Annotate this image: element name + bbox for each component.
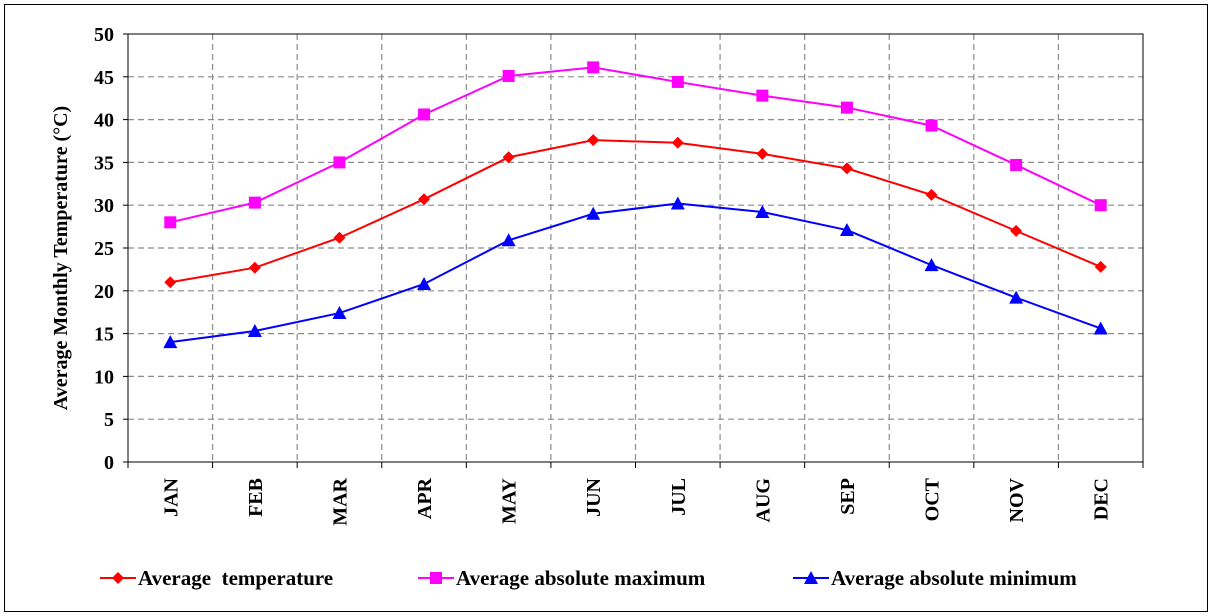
data-point	[248, 261, 261, 274]
legend: Average temperature Average absolute maxi…	[100, 566, 1077, 590]
data-point	[502, 69, 515, 82]
data-point	[164, 216, 177, 229]
legend-label: Average absolute maximum	[456, 566, 706, 590]
data-point	[501, 233, 516, 247]
data-point	[839, 223, 854, 237]
series-line	[170, 139, 1102, 284]
data-point	[248, 196, 261, 209]
x-tick-label: NOV	[1006, 477, 1028, 522]
legend-marker	[804, 571, 818, 584]
data-point	[925, 119, 938, 132]
data-point	[671, 75, 684, 88]
y-tick-label: 25	[94, 238, 114, 260]
data-point	[1010, 158, 1023, 171]
series-group	[163, 61, 1108, 349]
data-point	[840, 162, 853, 175]
data-point	[755, 205, 770, 219]
data-point	[925, 188, 938, 201]
x-tick-label: JAN	[160, 477, 182, 516]
series-square	[164, 61, 1107, 229]
legend-item: Average absolute minimum	[793, 566, 1077, 590]
data-point	[247, 324, 262, 338]
data-point	[756, 147, 769, 160]
legend-marker	[112, 572, 124, 584]
data-point	[587, 134, 600, 147]
x-tick-label: AUG	[752, 478, 774, 523]
y-tick-label: 35	[94, 152, 114, 174]
data-point	[417, 276, 432, 290]
series-triangle	[163, 196, 1108, 349]
x-tick-label: SEP	[837, 478, 859, 515]
data-point	[670, 196, 685, 210]
data-point	[586, 206, 601, 220]
x-tick-label: JUN	[583, 477, 605, 516]
y-tick-label: 50	[94, 24, 114, 46]
data-point	[333, 156, 346, 169]
legend-label: Average temperature	[138, 566, 333, 590]
x-tick-label: FEB	[245, 478, 267, 517]
y-axis-ticks: 0 5 10 15 20 25 30 35 40 45 50	[94, 24, 128, 474]
legend-item: Average temperature	[100, 566, 333, 590]
data-point	[840, 101, 853, 114]
legend-marker	[430, 572, 442, 584]
legend-item: Average absolute maximum	[418, 566, 706, 590]
data-point	[1010, 224, 1023, 237]
y-tick-label: 20	[94, 281, 114, 303]
legend-label: Average absolute minimum	[831, 566, 1077, 590]
grid-lines	[128, 34, 1143, 462]
data-point	[756, 89, 769, 102]
x-tick-label: MAR	[329, 477, 351, 525]
data-point	[1009, 290, 1024, 304]
x-tick-label: APR	[414, 477, 436, 519]
data-point	[163, 335, 178, 349]
y-tick-label: 5	[104, 409, 114, 431]
x-tick-label: JUL	[668, 478, 690, 516]
x-tick-label: OCT	[922, 477, 944, 521]
y-tick-label: 40	[94, 110, 114, 132]
chart-frame	[4, 4, 1208, 612]
data-point	[671, 136, 684, 149]
y-axis-title: Average Monthly Temperature (°C)	[50, 106, 72, 410]
data-point	[924, 258, 939, 272]
series-line	[170, 202, 1102, 344]
series-line	[170, 66, 1102, 224]
data-point	[1093, 321, 1108, 335]
data-point	[502, 151, 515, 164]
x-tick-label: MAY	[499, 477, 521, 523]
y-tick-label: 0	[104, 452, 114, 474]
data-point	[164, 276, 177, 289]
data-point	[587, 61, 600, 74]
x-axis-ticks: JAN FEB MAR APR MAY JUN JUL AUG SEP OCT NOV DEC	[127, 462, 1144, 526]
data-point	[418, 108, 431, 121]
y-tick-label: 45	[94, 67, 114, 89]
data-point	[418, 193, 431, 206]
y-tick-label: 30	[94, 195, 114, 217]
y-tick-label: 15	[94, 324, 114, 346]
y-tick-label: 10	[94, 366, 114, 388]
series-diamond	[164, 134, 1107, 289]
data-point	[333, 231, 346, 244]
data-point	[1094, 260, 1107, 273]
data-point	[332, 306, 347, 320]
data-point	[1094, 199, 1107, 212]
x-tick-label: DEC	[1091, 478, 1113, 520]
